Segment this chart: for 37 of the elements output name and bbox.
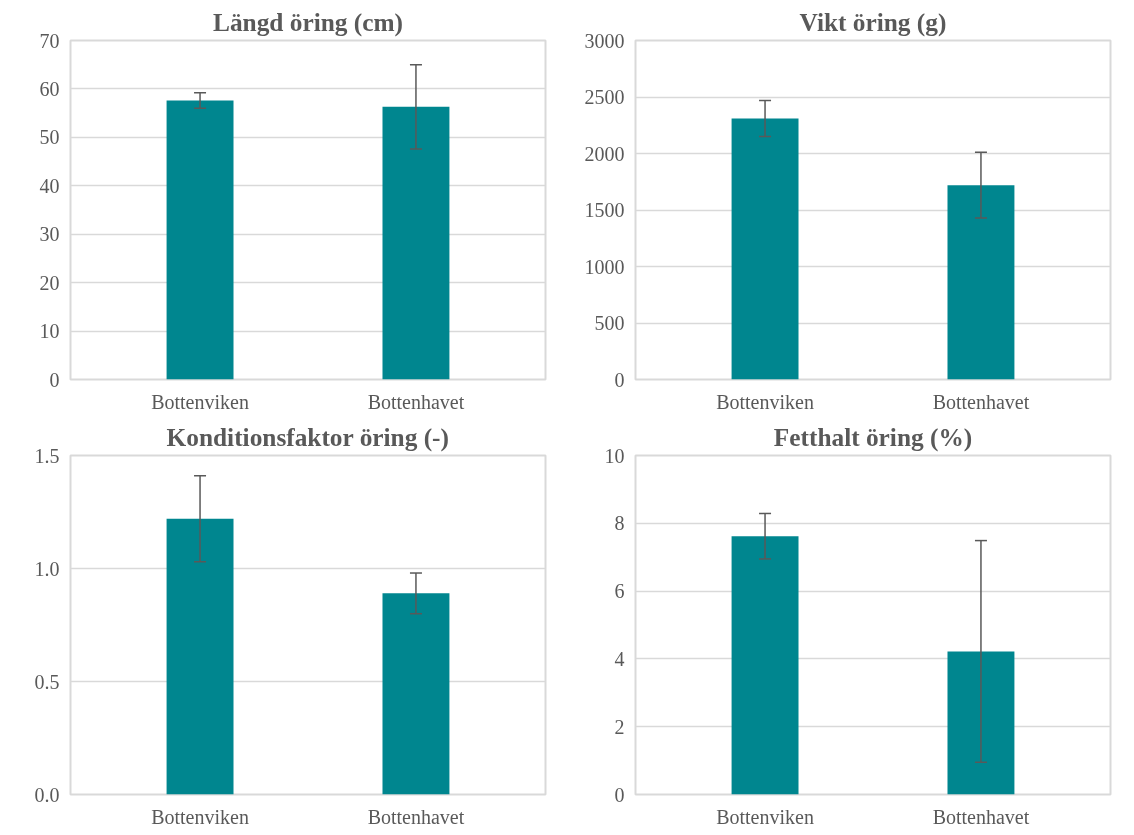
y-tick-label: 3000 — [584, 29, 625, 52]
x-tick-label: Bottenviken — [151, 390, 249, 413]
x-tick-label: Bottenhavet — [367, 390, 465, 413]
y-tick-label: 1.5 — [34, 444, 60, 467]
x-tick-label: Bottenviken — [716, 390, 814, 413]
y-tick-label: 1500 — [584, 199, 625, 221]
x-tick-label: Bottenviken — [151, 805, 249, 828]
y-tick-label: 2 — [614, 715, 625, 738]
y-tick-label: 40 — [39, 174, 60, 197]
y-tick-label: 6 — [614, 580, 625, 603]
x-tick-label: Bottenhavet — [367, 805, 465, 828]
y-tick-label: 0.0 — [34, 783, 60, 806]
y-tick-label: 2500 — [584, 86, 625, 108]
y-tick-label: 10 — [604, 444, 625, 467]
chart-title: Fetthalt öring (%) — [773, 422, 973, 452]
y-tick-label: 50 — [39, 126, 60, 149]
y-tick-label: 60 — [39, 77, 60, 100]
y-tick-label: 0 — [614, 783, 625, 806]
y-tick-label: 20 — [39, 271, 60, 294]
y-tick-label: 500 — [594, 312, 625, 334]
y-tick-label: 2000 — [584, 142, 625, 165]
y-tick-label: 0 — [49, 368, 60, 391]
y-tick-label: 1.0 — [34, 557, 60, 580]
x-tick-label: Bottenhavet — [932, 805, 1030, 828]
x-tick-label: Bottenhavet — [932, 390, 1030, 413]
y-tick-label: 8 — [614, 512, 625, 535]
x-tick-label: Bottenviken — [716, 805, 814, 828]
y-tick-label: 30 — [39, 223, 60, 246]
y-tick-label: 1000 — [584, 255, 625, 278]
y-tick-label: 10 — [39, 320, 60, 343]
y-tick-label: 0 — [614, 368, 625, 391]
chart-title: Längd öring (cm) — [213, 7, 403, 37]
chart-title: Konditionsfaktor öring (-) — [166, 422, 449, 452]
y-tick-label: 70 — [39, 29, 60, 52]
chart-title: Vikt öring (g) — [799, 7, 947, 37]
y-tick-label: 4 — [614, 647, 625, 670]
y-tick-label: 0.5 — [34, 670, 60, 693]
